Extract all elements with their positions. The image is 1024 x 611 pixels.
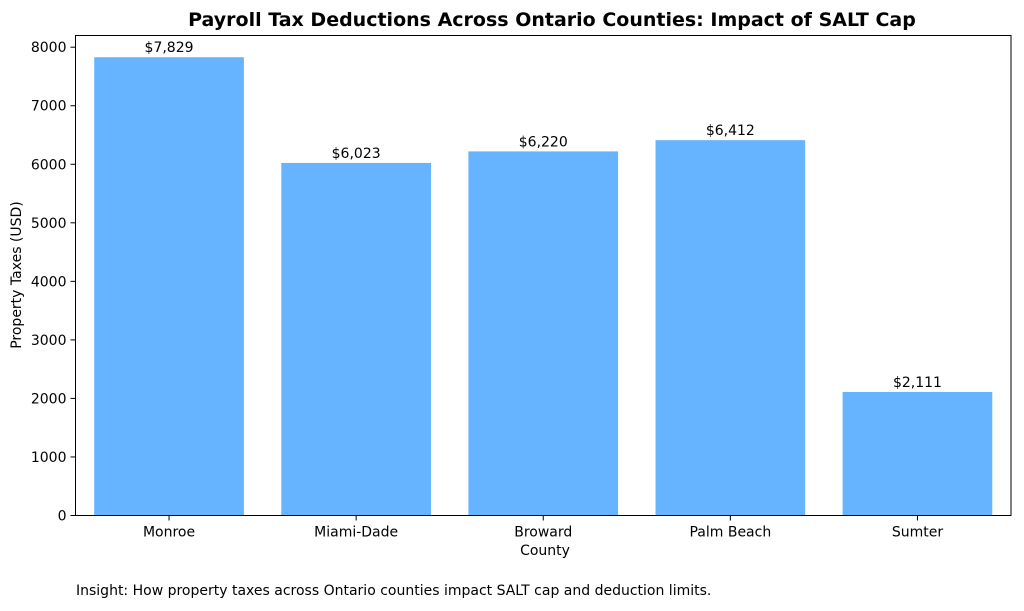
x-axis-label: County	[520, 543, 570, 559]
x-tick-label: Broward	[514, 525, 572, 541]
y-axis: 0 1000 2000 3000 4000 5000 6000 7000 8000	[31, 40, 76, 525]
y-tick-label: 7000	[31, 99, 67, 115]
bars-group	[94, 57, 993, 516]
bar-sumter	[842, 391, 993, 516]
plot-frame	[75, 35, 1012, 516]
x-tick-label: Palm Beach	[689, 525, 771, 541]
y-tick-label: 2000	[31, 391, 67, 407]
x-tick-label: Monroe	[143, 525, 195, 541]
y-tick-label: 5000	[31, 216, 67, 232]
insight-caption: Insight: How property taxes across Ontar…	[76, 583, 712, 599]
bar-monroe	[94, 57, 244, 516]
y-tick-label: 6000	[31, 157, 67, 173]
data-label-monroe: $7,829	[145, 40, 194, 56]
y-axis-label: Property Taxes (USD)	[9, 201, 25, 349]
data-labels-group: $7,829 $6,023 $6,220 $6,412 $2,111	[145, 40, 942, 391]
x-axis: Monroe Miami-Dade Broward Palm Beach Sumter	[143, 515, 944, 541]
bar-chart: Payroll Tax Deductions Across Ontario Co…	[9, 9, 1012, 559]
data-label-broward: $6,220	[519, 134, 568, 150]
data-label-palm-beach: $6,412	[706, 123, 755, 139]
x-tick-label: Sumter	[892, 525, 944, 541]
y-tick-label: 4000	[31, 274, 67, 290]
bar-miami-dade	[281, 162, 431, 516]
y-tick-label: 0	[58, 509, 67, 525]
bar-broward	[468, 151, 619, 516]
data-label-sumter: $2,111	[893, 375, 942, 391]
y-tick-label: 3000	[31, 333, 67, 349]
bar-palm-beach	[655, 140, 806, 516]
y-tick-label: 1000	[31, 450, 67, 466]
y-tick-label: 8000	[31, 40, 67, 56]
data-label-miami-dade: $6,023	[332, 146, 381, 162]
chart-title: Payroll Tax Deductions Across Ontario Co…	[188, 9, 916, 31]
x-tick-label: Miami-Dade	[314, 525, 398, 541]
